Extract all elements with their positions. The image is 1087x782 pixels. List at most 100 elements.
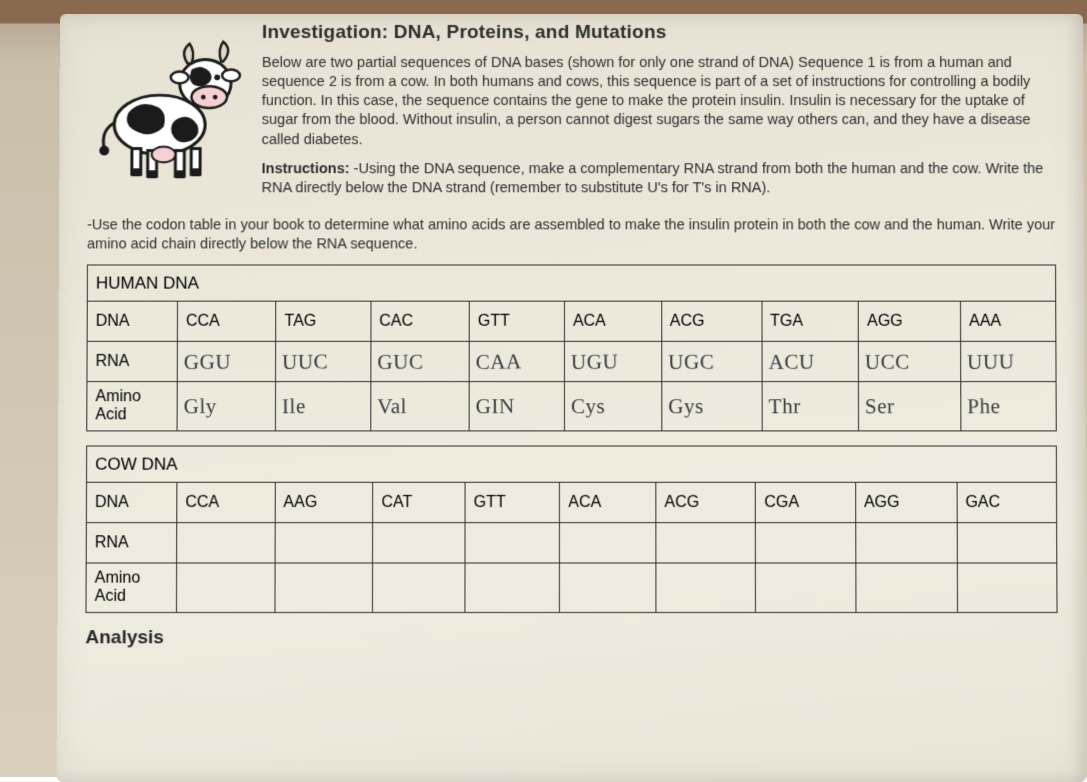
dna-cell: TGA — [762, 301, 859, 341]
handwritten-answer: Phe — [967, 393, 1052, 419]
dna-cell: ACG — [661, 301, 761, 341]
row-label-dna: DNA — [87, 301, 177, 341]
rna-cell[interactable]: ACU — [762, 341, 859, 381]
handwritten-answer: UGC — [668, 349, 758, 375]
dna-cell: GAC — [957, 482, 1057, 522]
amino-cell[interactable] — [656, 563, 756, 612]
row-label-dna: DNA — [86, 482, 177, 522]
amino-cell[interactable] — [756, 563, 856, 612]
analysis-heading: Analysis — [85, 627, 1057, 649]
table-row: Amino Acid — [86, 563, 1057, 612]
dna-cell: ACA — [560, 482, 656, 522]
dna-cell: CGA — [756, 482, 856, 522]
rna-cell[interactable]: UCC — [859, 341, 961, 381]
handwritten-answer: UCC — [865, 349, 956, 375]
cow-heading: COW DNA — [87, 446, 1057, 482]
rna-cell[interactable]: UUC — [276, 341, 371, 381]
row-label-amino: Amino Acid — [87, 382, 177, 431]
table-row: Amino Acid Gly Ile Val GIN Cys Gys Thr S… — [87, 382, 1057, 431]
intro-paragraph: Below are two partial sequences of DNA b… — [262, 54, 1056, 150]
amino-cell[interactable]: Gys — [661, 382, 761, 431]
rna-cell[interactable]: UGU — [564, 341, 661, 381]
handwritten-answer: ACU — [768, 349, 854, 375]
amino-cell[interactable] — [373, 563, 465, 612]
handwritten-answer: GGU — [184, 349, 272, 375]
cow-icon — [88, 26, 247, 184]
table-row: DNA CCA TAG CAC GTT ACA ACG TGA AGG AAA — [87, 301, 1056, 341]
dna-cell: GTT — [465, 482, 560, 522]
instructions-label: Instructions: — [262, 161, 350, 177]
handwritten-answer: GIN — [476, 393, 560, 419]
handwritten-answer: Gys — [668, 393, 758, 419]
amino-cell[interactable]: Cys — [564, 382, 661, 431]
amino-cell[interactable]: Thr — [762, 382, 859, 431]
handwritten-answer: Cys — [571, 393, 657, 419]
rna-cell[interactable] — [756, 523, 856, 563]
rna-cell[interactable] — [656, 523, 756, 563]
amino-cell[interactable]: Phe — [961, 382, 1057, 431]
dna-cell: GTT — [469, 301, 564, 341]
dna-cell: CAT — [373, 482, 465, 522]
rna-cell[interactable] — [275, 523, 373, 563]
amino-cell[interactable]: GIN — [469, 382, 564, 431]
handwritten-answer: GUC — [377, 349, 465, 375]
page-title: Investigation: DNA, Proteins, and Mutati… — [262, 22, 1055, 44]
dna-cell: AGG — [858, 301, 960, 341]
handwritten-answer: Gly — [184, 393, 272, 419]
amino-cell[interactable] — [957, 563, 1057, 612]
dna-cell: CCA — [177, 482, 275, 522]
rna-cell[interactable] — [177, 523, 275, 563]
instructions-text: -Using the DNA sequence, make a compleme… — [262, 161, 1044, 196]
amino-cell[interactable]: Ser — [859, 382, 961, 431]
amino-cell[interactable] — [275, 563, 373, 612]
amino-cell[interactable]: Ile — [276, 382, 371, 431]
rna-cell[interactable] — [560, 523, 656, 563]
amino-cell[interactable]: Gly — [177, 382, 276, 431]
header: Investigation: DNA, Proteins, and Mutati… — [87, 22, 1056, 208]
table-row: DNA CCA AAG CAT GTT ACA ACG CGA AGG GAC — [86, 482, 1056, 522]
dna-cell: ACG — [656, 482, 756, 522]
dna-cell: TAG — [276, 301, 371, 341]
amino-cell[interactable] — [856, 563, 958, 612]
handwritten-answer: UUU — [967, 349, 1052, 375]
handwritten-answer: Ser — [865, 393, 956, 419]
handwritten-answer: Ile — [282, 393, 366, 419]
handwritten-answer: CAA — [476, 349, 560, 375]
rna-cell[interactable] — [373, 523, 465, 563]
row-label-rna: RNA — [87, 341, 177, 381]
amino-cell[interactable]: Val — [370, 382, 469, 431]
handwritten-answer: UUC — [282, 349, 366, 375]
dna-cell: ACA — [564, 301, 661, 341]
amino-cell[interactable] — [560, 563, 656, 612]
rna-cell[interactable]: GGU — [177, 341, 276, 381]
rna-cell[interactable] — [855, 523, 957, 563]
dna-cell: AAA — [960, 301, 1055, 341]
handwritten-answer: Thr — [768, 393, 854, 419]
worksheet-paper: Investigation: DNA, Proteins, and Mutati… — [57, 14, 1087, 782]
rna-cell[interactable] — [957, 523, 1057, 563]
rna-cell[interactable]: UGC — [661, 341, 761, 381]
subtask-paragraph: -Use the codon table in your book to det… — [87, 216, 1056, 254]
handwritten-answer: Val — [377, 393, 465, 419]
dna-cell: CCA — [177, 301, 276, 341]
table-row: RNA — [86, 523, 1057, 563]
amino-cell[interactable] — [465, 563, 560, 612]
rna-cell[interactable] — [465, 523, 560, 563]
rna-cell[interactable]: GUC — [371, 341, 470, 381]
row-label-amino: Amino Acid — [86, 563, 177, 612]
handwritten-answer: UGU — [571, 349, 657, 375]
rna-cell[interactable]: CAA — [469, 341, 564, 381]
table-row: RNA GGU UUC GUC CAA UGU UGC ACU UCC UUU — [87, 341, 1056, 381]
row-label-rna: RNA — [86, 523, 177, 563]
dna-cell: AGG — [855, 482, 957, 522]
amino-cell[interactable] — [176, 563, 274, 612]
instructions-paragraph: Instructions: -Using the DNA sequence, m… — [262, 160, 1056, 198]
dna-cell: AAG — [275, 482, 373, 522]
human-dna-table: HUMAN DNA DNA CCA TAG CAC GTT ACA ACG TG… — [86, 265, 1057, 432]
cow-dna-table: COW DNA DNA CCA AAG CAT GTT ACA ACG CGA … — [85, 446, 1057, 613]
cow-illustration — [87, 22, 248, 208]
human-heading: HUMAN DNA — [87, 265, 1055, 301]
header-text: Investigation: DNA, Proteins, and Mutati… — [261, 22, 1055, 208]
dna-cell: CAC — [371, 301, 470, 341]
rna-cell[interactable]: UUU — [961, 341, 1056, 381]
